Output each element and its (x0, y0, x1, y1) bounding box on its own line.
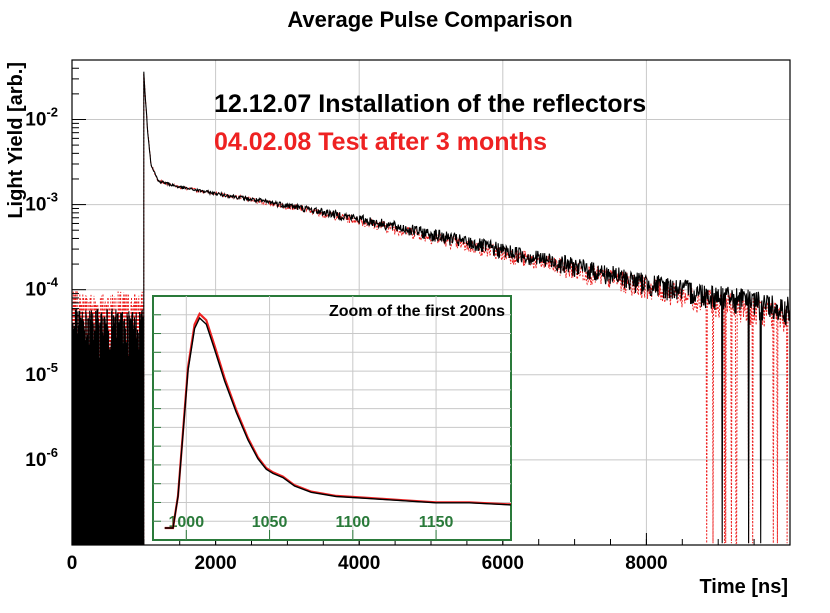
inset-x-tick-label: 1150 (419, 514, 454, 531)
x-axis-label: Time [ns] (699, 576, 788, 598)
x-tick-label: 2000 (194, 553, 236, 574)
inset-x-tick-label: 1050 (252, 514, 288, 531)
inset-x-tick-label: 1000 (169, 514, 205, 531)
x-tick-label: 0 (67, 553, 78, 574)
zoom-inset: 1000 1050 1100 1150 Zoom of the first 200ns (152, 295, 512, 541)
inset-title: Zoom of the first 200ns (329, 303, 505, 320)
x-ticks: 0 2000 4000 6000 8000 (67, 533, 791, 574)
legend-entry-black: 12.12.07 Installation of the reflectors (214, 90, 646, 118)
legend-entry-red: 04.02.08 Test after 3 months (214, 128, 547, 156)
y-axis-label: Light Yield [arb.] (5, 62, 27, 219)
inset-x-tick-label: 1100 (335, 514, 370, 531)
inset-series-black (164, 316, 512, 529)
y-ticks: 10-6 10-5 10-4 10-3 10-2 (25, 59, 86, 520)
chart-title: Average Pulse Comparison (287, 7, 572, 32)
y-tick-label: 10-4 (25, 275, 58, 301)
x-tick-label: 4000 (338, 553, 380, 574)
y-tick-label: 10-2 (25, 104, 58, 130)
x-tick-label: 6000 (482, 553, 524, 574)
legend: 12.12.07 Installation of the reflectors … (214, 90, 646, 156)
y-tick-label: 10-6 (25, 445, 58, 471)
y-tick-label: 10-3 (25, 190, 58, 216)
y-tick-label: 10-5 (25, 360, 58, 386)
x-tick-label: 8000 (625, 553, 667, 574)
